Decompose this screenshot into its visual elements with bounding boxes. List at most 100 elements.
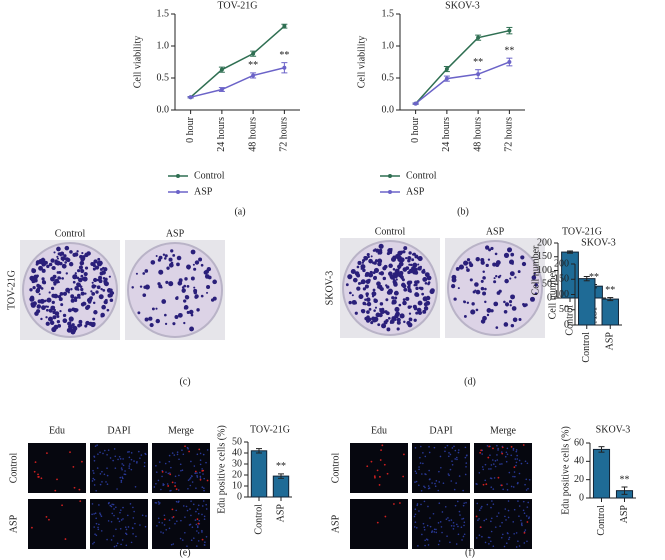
nucleus-red (69, 451, 71, 454)
nucleus-blue (97, 453, 99, 455)
colony (56, 315, 60, 319)
nucleus-blue (124, 470, 126, 472)
nucleus-blue (112, 459, 114, 462)
colony (495, 260, 501, 265)
row-label: Control (330, 453, 341, 484)
nucleus-blue (490, 530, 493, 533)
y-tick-label: 50 (559, 304, 569, 315)
colony (499, 274, 502, 277)
colony (174, 315, 179, 319)
bar (272, 475, 290, 498)
nucleus-blue (512, 475, 514, 478)
colony (70, 329, 76, 335)
colony (379, 307, 382, 310)
colony (142, 293, 147, 298)
nucleus-blue (117, 517, 119, 520)
colony (399, 313, 405, 319)
nucleus-blue (492, 488, 495, 490)
nucleus-blue (458, 449, 460, 451)
nucleus-blue (492, 459, 494, 461)
nucleus-blue (110, 520, 113, 523)
nucleus-blue (101, 481, 103, 483)
nucleus-blue (497, 449, 499, 451)
nucleus-blue (421, 533, 423, 536)
nucleus-blue (169, 472, 171, 474)
colony (398, 261, 404, 267)
nucleus-blue (463, 502, 465, 504)
colony (64, 245, 70, 251)
nucleus-blue (155, 471, 158, 473)
colony (511, 262, 514, 265)
colony (45, 316, 48, 319)
colony (190, 249, 196, 255)
colony (189, 326, 195, 332)
colony (480, 258, 485, 263)
chart-title: SKOV-3 (445, 0, 480, 11)
colony (78, 319, 83, 324)
nucleus-blue (190, 514, 192, 517)
nucleus-blue (132, 517, 135, 519)
nucleus-red (482, 483, 485, 486)
nucleus-blue (423, 485, 425, 488)
colony (394, 313, 399, 319)
nucleus-blue (175, 500, 178, 503)
error-bar (567, 250, 573, 254)
colony (31, 268, 35, 272)
nucleus-red (383, 463, 386, 466)
nucleus-blue (506, 489, 509, 491)
nucleus-blue (422, 462, 424, 465)
colony (347, 274, 353, 280)
micrograph (474, 499, 532, 549)
nucleus-blue (94, 445, 97, 447)
significance: ** (276, 461, 286, 472)
nucleus-red (501, 452, 504, 455)
nucleus-blue (489, 454, 491, 456)
colony (498, 289, 502, 293)
error-bar (278, 473, 284, 479)
colony (529, 296, 535, 302)
colony (135, 272, 138, 275)
nucleus-blue (112, 535, 115, 537)
nucleus-blue (110, 505, 113, 508)
nucleus-red (34, 461, 37, 464)
nucleus-red (393, 503, 395, 505)
row-label: ASP (330, 514, 341, 533)
nucleus-red (72, 465, 75, 468)
colony (348, 300, 352, 305)
colony (413, 267, 418, 272)
y-tick-label: 10 (232, 480, 242, 491)
nucleus-red (171, 508, 174, 511)
colony (503, 300, 506, 304)
colony (194, 260, 200, 265)
nucleus-blue (130, 458, 133, 461)
colony (60, 256, 65, 261)
colony (373, 298, 378, 304)
colony (534, 283, 538, 287)
nucleus-blue (416, 504, 419, 507)
nucleus-blue (419, 456, 421, 459)
nucleus-blue (520, 462, 523, 465)
nucleus-blue (435, 528, 437, 531)
nucleus-blue (523, 542, 526, 544)
nucleus-blue (457, 533, 460, 536)
nucleus-blue (515, 461, 518, 464)
nucleus-blue (133, 510, 135, 513)
nucleus-blue (458, 475, 461, 477)
colony (387, 316, 391, 320)
nucleus-blue (106, 474, 109, 477)
colony (82, 276, 87, 281)
colony (100, 312, 105, 318)
nucleus-blue (453, 445, 455, 448)
colony (90, 290, 93, 293)
nucleus-red (33, 470, 36, 473)
nucleus-blue (492, 503, 495, 505)
nucleus-blue (93, 478, 96, 481)
colony (198, 257, 203, 262)
nucleus-blue (196, 453, 199, 456)
colony (357, 281, 361, 285)
colony (61, 263, 67, 269)
colony (366, 301, 372, 307)
line (415, 61, 510, 105)
nucleus-blue (134, 522, 136, 525)
colony (365, 294, 369, 298)
